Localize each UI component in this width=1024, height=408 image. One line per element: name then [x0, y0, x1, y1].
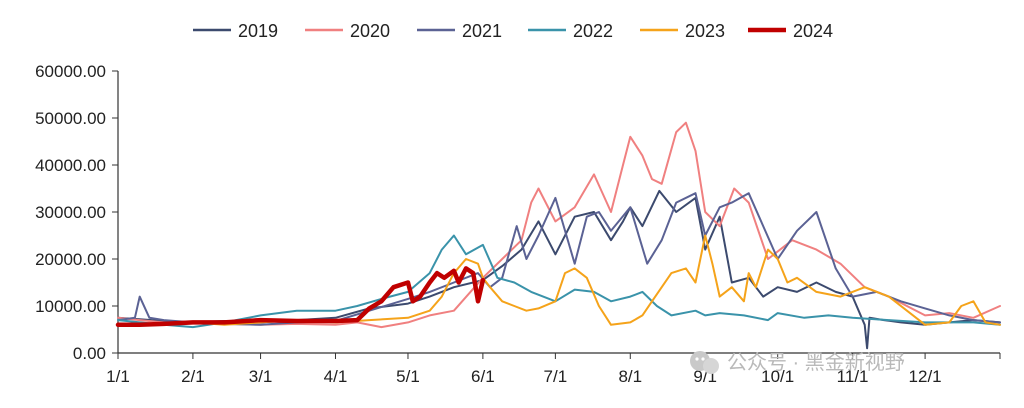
- legend-label-2021: 2021: [462, 21, 502, 41]
- watermark: 公众号 · 黑金新视野: [690, 351, 905, 374]
- x-tick-label: 5/1: [396, 367, 420, 386]
- x-tick-label: 10/1: [761, 367, 794, 386]
- y-axis: 0.00 10000.00 20000.00 30000.00 40000.00 5000…: [35, 62, 119, 363]
- x-tick-label: 6/1: [471, 367, 495, 386]
- y-tick-label: 30000.00: [35, 203, 106, 222]
- legend-label-2022: 2022: [573, 21, 613, 41]
- legend: 2019 2020 2021 2022 2023 2024: [193, 21, 833, 41]
- legend-label-2019: 2019: [238, 21, 278, 41]
- wechat-icon: [690, 351, 719, 374]
- x-tick-label: 2/1: [181, 367, 205, 386]
- y-tick-label: 0.00: [73, 344, 106, 363]
- series-line-2020: [117, 121, 1001, 329]
- x-tick-label: 11/1: [837, 367, 869, 386]
- y-tick-label: 40000.00: [35, 156, 106, 175]
- series-line-2024: [115, 266, 486, 328]
- series-line-2023: [117, 234, 1001, 326]
- legend-label-2020: 2020: [350, 21, 390, 41]
- series-lines: [115, 121, 1001, 350]
- x-tick-label: 3/1: [249, 367, 273, 386]
- series-line-2022: [117, 234, 1001, 329]
- y-tick-label: 60000.00: [35, 62, 106, 81]
- legend-label-2024: 2024: [793, 21, 833, 41]
- x-tick-label: 7/1: [544, 367, 568, 386]
- y-tick-label: 50000.00: [35, 109, 106, 128]
- x-axis: 1/1 2/1 3/1 4/1 5/1 6/1 7/1 8/1 9/1 10/1 11/1 12/1: [106, 352, 1001, 386]
- x-tick-label: 12/1: [909, 367, 942, 386]
- legend-label-2023: 2023: [685, 21, 725, 41]
- x-tick-label: 1/1: [106, 367, 130, 386]
- y-tick-label: 20000.00: [35, 250, 106, 269]
- series-line-2019: [117, 189, 1001, 350]
- x-tick-label: 8/1: [618, 367, 642, 386]
- y-tick-label: 10000.00: [35, 297, 106, 316]
- x-tick-label: 4/1: [324, 367, 348, 386]
- watermark-text: 公众号 · 黑金新视野: [727, 351, 905, 374]
- series-line-2021: [117, 192, 1001, 326]
